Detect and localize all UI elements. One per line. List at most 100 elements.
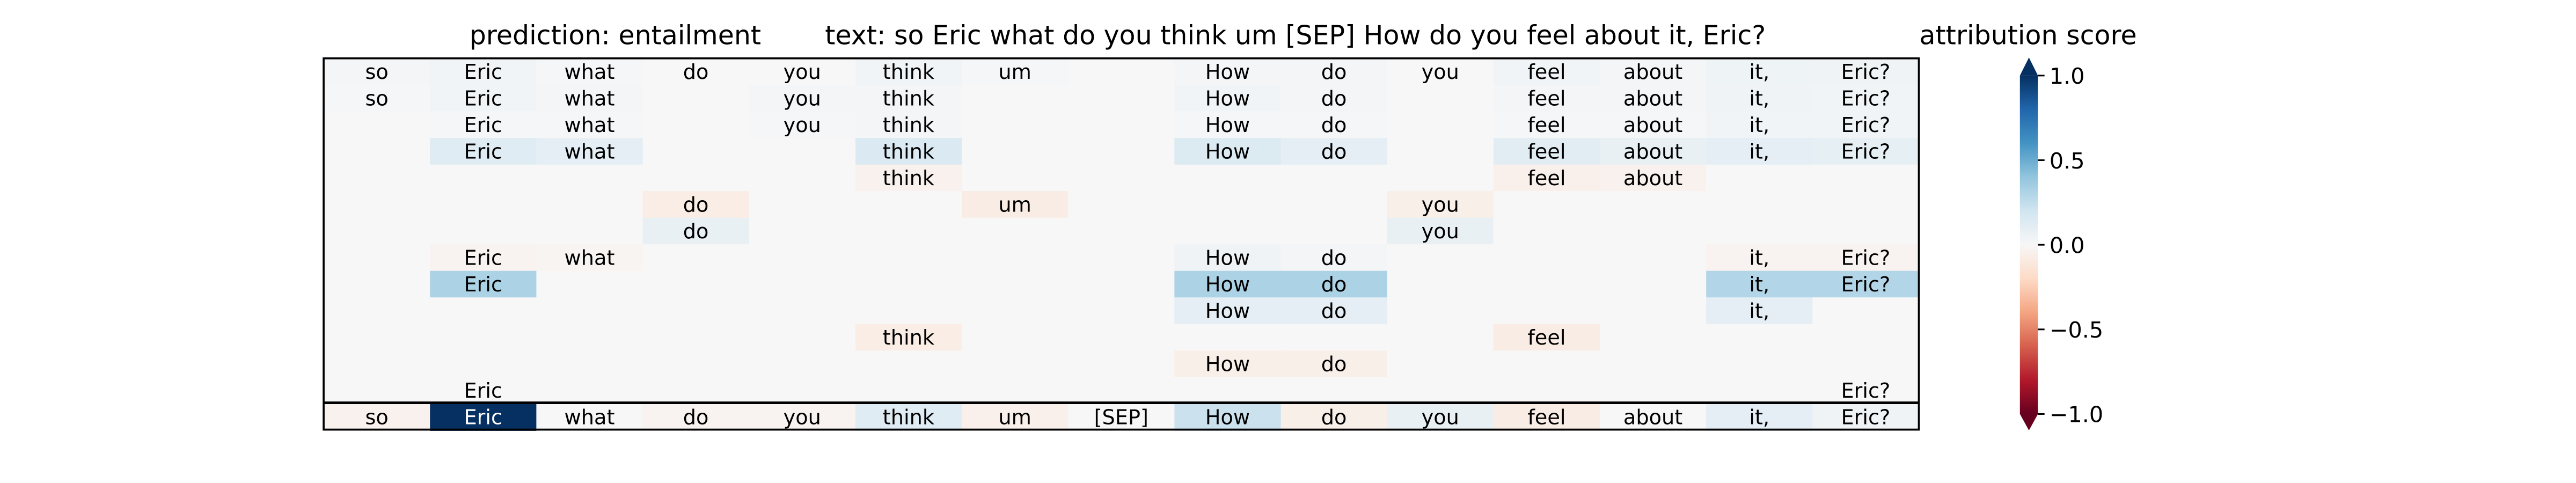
heatmap-row-10-token-label: How xyxy=(1205,299,1250,324)
heatmap-row-1-cell xyxy=(1493,58,1601,86)
heatmap-row-11-cell xyxy=(1387,324,1495,352)
heatmap-row-6-cell xyxy=(1068,191,1175,218)
heatmap-row-13-cell xyxy=(855,377,963,405)
heatmap-row-3-token-label: do xyxy=(1321,113,1347,137)
summary-row-token-label: feel xyxy=(1527,406,1565,430)
heatmap-row-3-token-label: what xyxy=(564,113,614,137)
summary-row-token-label: it, xyxy=(1749,406,1769,430)
summary-row-token-label: Eric xyxy=(464,406,503,430)
heatmap-row-8-cell xyxy=(1600,244,1707,272)
heatmap-row-3-token-label: feel xyxy=(1527,113,1565,137)
heatmap-row-13-cell xyxy=(1387,377,1495,405)
heatmap-row-3-cell xyxy=(1387,111,1495,139)
heatmap-row-12-cell xyxy=(1600,350,1707,378)
heatmap-row-2-token-label: Eric xyxy=(464,87,503,111)
summary-row-cell xyxy=(1493,404,1601,431)
heatmap-row-5-cell xyxy=(962,164,1069,192)
heatmap-row-9-cell xyxy=(642,270,750,298)
colorbar-tick-label: −0.5 xyxy=(2050,317,2103,343)
summary-row-token-label: about xyxy=(1623,406,1682,430)
heatmap-row-9-token-label: it, xyxy=(1749,273,1769,297)
heatmap-row-7-cell xyxy=(1068,217,1175,245)
heatmap-row-3-cell xyxy=(1280,111,1388,139)
heatmap-row-7-cell xyxy=(962,217,1069,245)
heatmap-row-9-cell xyxy=(1280,270,1388,298)
heatmap-row-13-cell xyxy=(642,377,750,405)
summary-row-cell xyxy=(536,404,643,431)
heatmap-row-13-cell xyxy=(1174,377,1282,405)
heatmap-row-1-cell xyxy=(1600,58,1707,86)
heatmap-row-2-cell xyxy=(749,85,857,112)
heatmap-row-11-cell xyxy=(749,324,857,352)
heatmap-row-13-cell xyxy=(1706,377,1813,405)
summary-row-cell xyxy=(430,404,537,431)
heatmap-row-5-token-label: think xyxy=(883,166,935,191)
heatmap-row-8-cell xyxy=(1068,244,1175,272)
heatmap-row-8-token-label: How xyxy=(1205,246,1250,270)
heatmap-row-12-cell xyxy=(1493,350,1601,378)
colorbar-tick-label: −1.0 xyxy=(2050,402,2103,428)
summary-row-token-label: How xyxy=(1205,406,1250,430)
heatmap-row-12-cell xyxy=(1174,350,1282,378)
heatmap-row-9-token-label: How xyxy=(1205,273,1250,297)
heatmap-row-8-cell xyxy=(642,244,750,272)
heatmap-token-labels: so Eric what do you think um How do you feel about i… xyxy=(365,60,1890,430)
heatmap-row-10-cell xyxy=(1600,297,1707,325)
heatmap-row-10-cell xyxy=(1493,297,1601,325)
heatmap-row-7-cell xyxy=(1706,217,1813,245)
heatmap-row-7-cell xyxy=(642,217,750,245)
heatmap-row-8-cell xyxy=(430,244,537,272)
heatmap-row-4-token-label: Eric xyxy=(464,140,503,164)
heatmap-row-6-cell xyxy=(324,191,431,218)
heatmap-row-7-cell xyxy=(1174,217,1282,245)
heatmap-row-11-cell xyxy=(324,324,431,352)
heatmap-row-1-cell xyxy=(749,58,857,86)
heatmap-row-2-cell xyxy=(1387,85,1495,112)
heatmap-row-7-cell xyxy=(1600,217,1707,245)
heatmap-row-13-cell xyxy=(1280,377,1388,405)
heatmap-row-10-cell xyxy=(855,297,963,325)
heatmap-row-4-cell xyxy=(430,138,537,165)
heatmap-row-5-cell xyxy=(1706,164,1813,192)
heatmap-row-11-cell xyxy=(1812,324,1920,352)
heatmap-row-8-cell xyxy=(1387,244,1495,272)
summary-row-token-label: you xyxy=(1422,406,1459,430)
heatmap-row-10-token-label: do xyxy=(1321,299,1347,324)
heatmap-row-5-cell xyxy=(1812,164,1920,192)
heatmap-row-2-token-label: what xyxy=(564,87,614,111)
heatmap-row-2-cell xyxy=(855,85,963,112)
heatmap-row-3-cell xyxy=(1812,111,1920,139)
heatmap-row-1-token-label: Eric xyxy=(464,60,503,84)
heatmap-row-8-token-label: Eric? xyxy=(1841,246,1890,270)
summary-row-cell xyxy=(1812,404,1920,431)
heatmap-row-3-token-label: How xyxy=(1205,113,1250,137)
summary-row-cell xyxy=(1280,404,1388,431)
heatmap-row-12-cell xyxy=(324,350,431,378)
heatmap-row-3-token-label: Eric xyxy=(464,113,503,137)
heatmap-row-9-cell xyxy=(430,270,537,298)
colorbar-tick-label: 1.0 xyxy=(2050,63,2085,89)
heatmap-row-2-token-label: Eric? xyxy=(1841,87,1890,111)
summary-row-cell xyxy=(962,404,1069,431)
heatmap-row-5-cell xyxy=(430,164,537,192)
heatmap-row-10-cell xyxy=(1174,297,1282,325)
heatmap-row-1-token-label: How xyxy=(1205,60,1250,84)
heatmap-row-10-cell xyxy=(749,297,857,325)
heatmap-row-9-cell xyxy=(962,270,1069,298)
summary-row-cell xyxy=(1600,404,1707,431)
colorbar-tick-label: 0.5 xyxy=(2050,148,2085,174)
heatmap-row-5-cell xyxy=(1280,164,1388,192)
heatmap-row-5-cell xyxy=(1174,164,1282,192)
heatmap-row-6-cell xyxy=(1812,191,1920,218)
heatmap-row-12-token-label: do xyxy=(1321,353,1347,377)
heatmap-row-3-token-label: Eric? xyxy=(1841,113,1890,137)
colorbar-gradient xyxy=(2019,75,2038,414)
summary-row-token-label: [SEP] xyxy=(1094,406,1148,430)
heatmap-row-3-cell xyxy=(324,111,431,139)
prediction-title: prediction: entailment xyxy=(470,20,761,51)
heatmap-row-2-token-label: feel xyxy=(1527,87,1565,111)
heatmap-row-3-cell xyxy=(1493,111,1601,139)
heatmap-row-5-cell xyxy=(1600,164,1707,192)
heatmap-row-4-token-label: about xyxy=(1623,140,1682,164)
heatmap-row-3-cell xyxy=(1600,111,1707,139)
